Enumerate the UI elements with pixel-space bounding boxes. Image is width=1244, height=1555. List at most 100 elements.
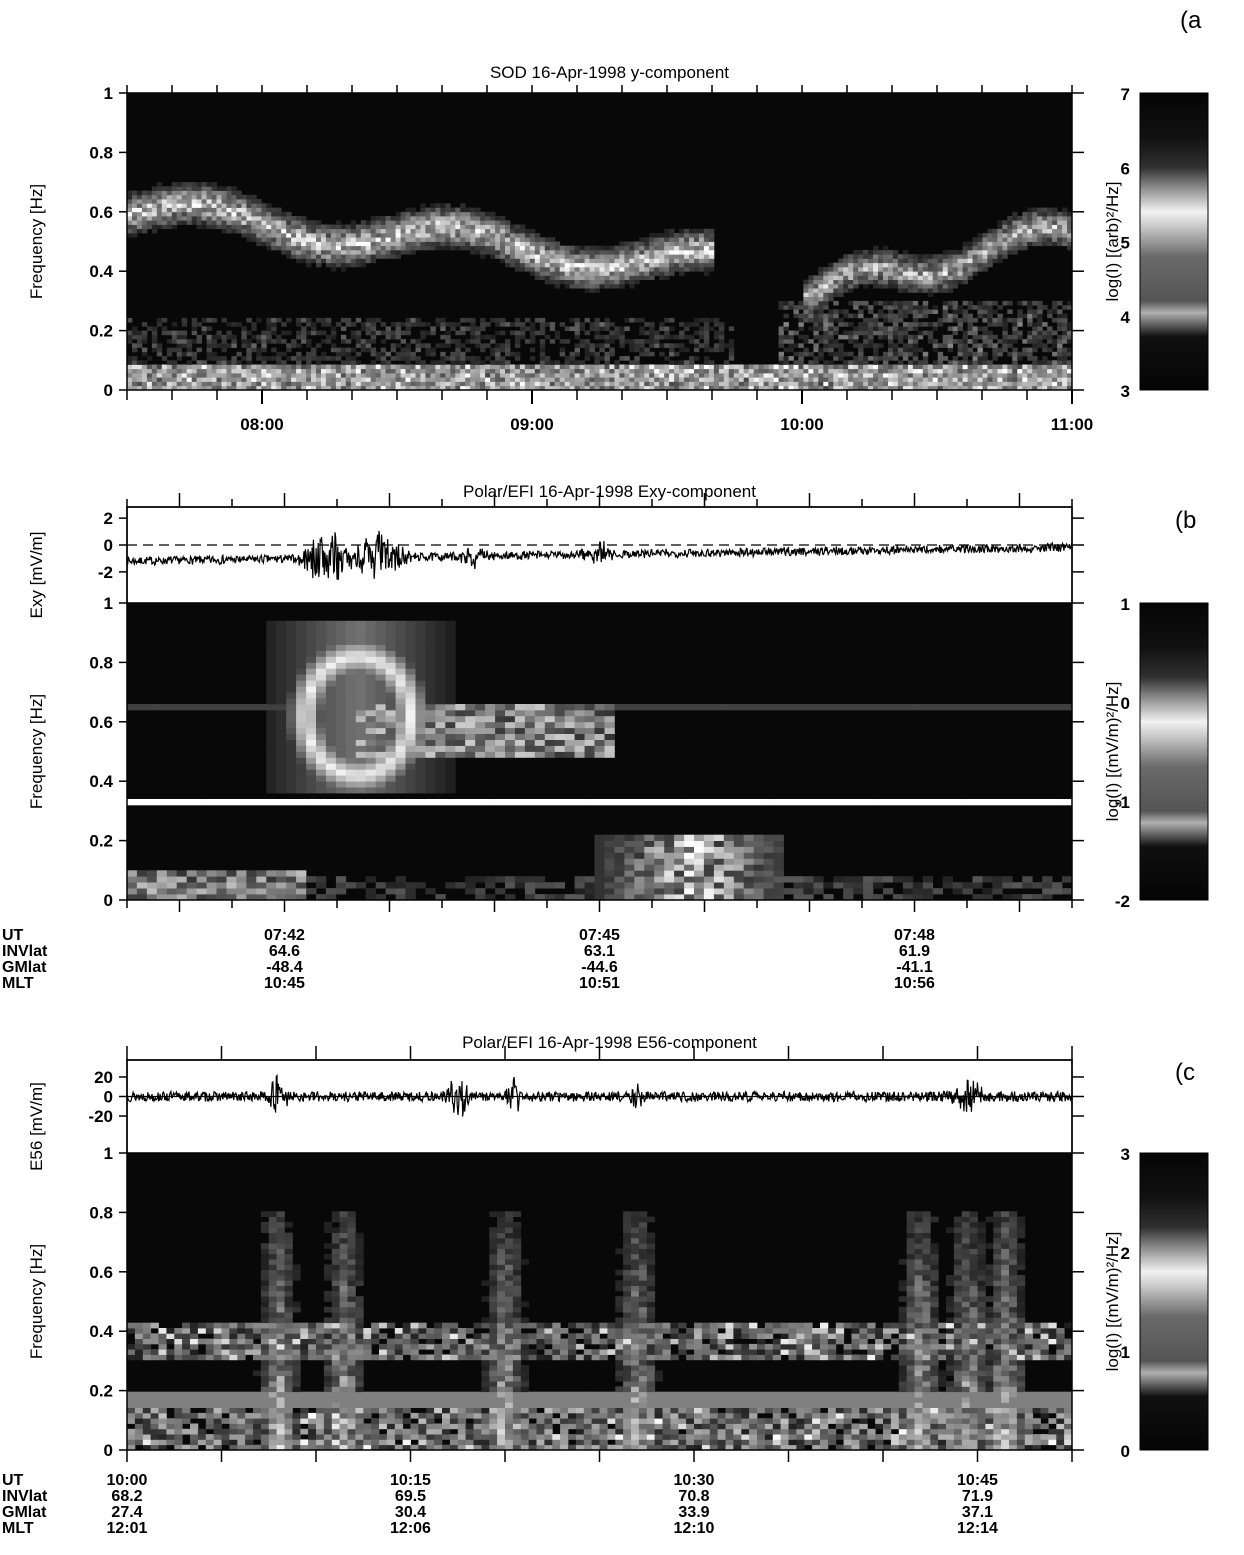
spectrogram-cell (708, 381, 715, 387)
spectrogram-cell (355, 656, 367, 663)
spectrogram-cell (629, 343, 635, 348)
spectrogram-cell (276, 870, 287, 877)
spectrogram-cell (296, 373, 302, 378)
spectrogram-cell (1057, 385, 1063, 391)
spectrogram-cell (813, 275, 819, 280)
spectrogram-cell (141, 190, 148, 196)
spectrogram-cell (485, 356, 491, 361)
spectrogram-cell (256, 377, 262, 382)
spectrogram-cell (345, 245, 352, 251)
spectrogram-cell (823, 279, 829, 285)
spectrogram-cell (335, 254, 342, 259)
spectrogram-cell (883, 275, 889, 280)
spectrogram-cell (972, 258, 978, 264)
spectrogram-cell (539, 356, 546, 361)
spectrogram-cell (241, 330, 247, 336)
spectrogram-cell (1037, 207, 1043, 213)
spectrogram-cell (490, 224, 496, 230)
spectrogram-cell (176, 888, 187, 895)
spectrogram-cell (524, 373, 531, 378)
spectrogram-cell (375, 668, 386, 675)
spectrogram-cell (410, 237, 416, 242)
spectrogram-cell (892, 373, 899, 378)
spectrogram-cell (907, 343, 914, 348)
spectrogram-cell (395, 216, 401, 221)
spectrogram-cell (510, 385, 516, 391)
spectrogram-cell (276, 727, 287, 734)
spectrogram-cell (445, 343, 451, 348)
spectrogram-cell (1022, 245, 1028, 251)
spectrogram-cell (952, 262, 958, 268)
spectrogram-cell (838, 275, 844, 280)
spectrogram-cell (400, 368, 406, 374)
spectrogram-cell (316, 360, 322, 365)
spectrogram-cell (510, 322, 516, 327)
spectrogram-cell (191, 373, 198, 378)
spectrogram-cell (510, 250, 516, 255)
spectrogram-cell (345, 644, 357, 651)
spectrogram-cell (276, 692, 287, 699)
spectrogram-cell (892, 279, 899, 285)
spectrogram-cell (266, 245, 272, 251)
spectrogram-cell (574, 381, 580, 387)
spectrogram-cell (256, 381, 262, 387)
spectrogram-cell (460, 326, 466, 331)
spectrogram-cell (256, 356, 262, 361)
spectrogram-cell (465, 751, 476, 758)
spectrogram-cell (559, 258, 566, 264)
spectrogram-cell (266, 751, 277, 758)
spectrogram-cell (435, 343, 441, 348)
spectrogram-cell (584, 339, 590, 344)
spectrogram-cell (465, 216, 471, 221)
spectrogram-cell (510, 373, 516, 378)
spectrogram-cell (231, 343, 237, 348)
spectrogram-cell (335, 620, 347, 628)
spectrogram-cell (266, 650, 277, 657)
spectrogram-cell (659, 343, 665, 348)
spectrogram-cell (256, 199, 262, 204)
spectrogram-cell (584, 385, 590, 391)
spectrogram-cell (435, 781, 446, 788)
spectrogram-cell (176, 882, 187, 889)
spectrogram-cell (231, 360, 237, 365)
spectrogram-cell (912, 283, 919, 289)
spectrogram-cell (171, 216, 178, 221)
spectrogram-cell (266, 799, 277, 806)
spectrogram-cell (838, 292, 844, 297)
spectrogram-cell (276, 745, 287, 752)
spectrogram-cell (495, 385, 501, 391)
spectrogram-cell (883, 356, 889, 361)
spectrogram-cell (286, 787, 297, 794)
spectrogram-cell (783, 373, 789, 378)
spectrogram-cell (669, 228, 675, 234)
spectrogram-cell (216, 385, 222, 391)
spectrogram-cell (435, 704, 446, 711)
spectrogram-cell (176, 876, 187, 883)
spectrogram-cell (584, 288, 590, 293)
spectrogram-cell (266, 680, 277, 687)
spectrogram-cell (1042, 334, 1048, 340)
spectrogram-cell (390, 334, 396, 340)
spectrogram-cell (375, 233, 382, 238)
spectrogram-cell (480, 385, 486, 391)
spectrogram-cell (385, 330, 391, 336)
spectrogram-cell (286, 347, 292, 353)
spectrogram-cell (156, 882, 168, 889)
spectrogram-cell (892, 330, 899, 336)
spectrogram-cell (674, 241, 680, 247)
spectrogram-cell (485, 233, 491, 238)
spectrogram-cell (485, 368, 491, 374)
spectrogram-cell (669, 262, 675, 268)
spectrogram-cell (127, 368, 133, 374)
spectrogram-cell (306, 721, 317, 729)
spectrogram-cell (922, 271, 929, 276)
spectrogram-cell (674, 343, 680, 348)
spectrogram-cell (415, 224, 421, 230)
spectrogram-cell (589, 381, 595, 387)
spectrogram-cell (355, 373, 362, 378)
spectrogram-cell (151, 190, 158, 196)
spectrogram-cell (529, 326, 536, 331)
spectrogram-cell (917, 313, 924, 319)
spectrogram-cell (316, 799, 327, 806)
spectrogram-cell (216, 377, 222, 382)
